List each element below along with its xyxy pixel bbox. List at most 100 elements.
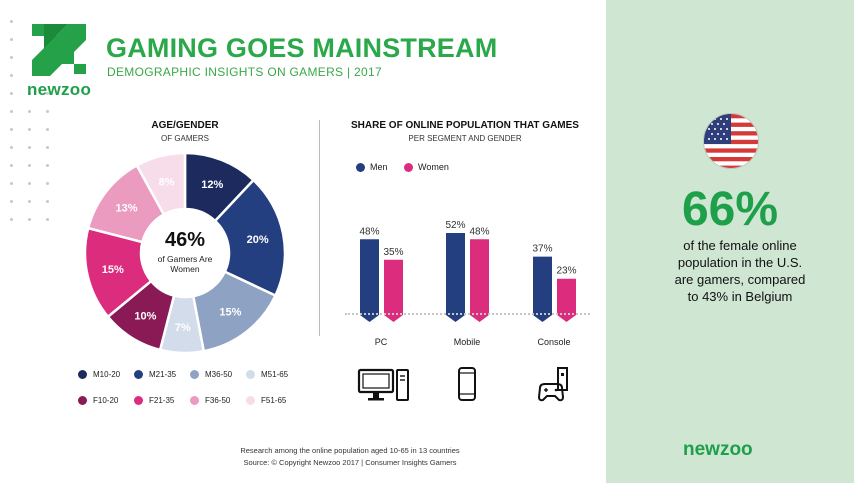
bar-value-label: 48% — [359, 226, 379, 237]
pie-slice-m21-35 — [213, 178, 287, 298]
page-title: GAMING GOES MAINSTREAM — [106, 33, 498, 63]
section-divider — [319, 120, 320, 336]
donut-hole — [142, 210, 228, 296]
bar-subtitle: PER SEGMENT AND GENDER — [408, 134, 522, 143]
decorative-dot — [28, 146, 31, 149]
game-console-icon — [537, 367, 568, 402]
decorative-dot — [10, 92, 13, 95]
highlight-percentage: 66% — [681, 183, 779, 236]
legend-women-swatch — [404, 163, 413, 173]
decorative-dot — [28, 92, 31, 95]
legend-label: M10-20 — [93, 370, 121, 379]
legend-item-f51-65: F51-65 — [246, 396, 287, 406]
decorative-dot — [10, 38, 13, 41]
decorative-dot — [46, 110, 49, 113]
category-label-mobile: Mobile — [454, 337, 481, 347]
decorative-dot — [46, 128, 49, 131]
legend-swatch — [134, 370, 143, 380]
legend-label: M51-65 — [261, 370, 289, 379]
bar-pc-men — [360, 239, 379, 322]
decorative-dot — [10, 164, 13, 167]
decorative-dot — [46, 200, 49, 203]
legend-label: F21-35 — [149, 396, 175, 405]
legend-swatch — [78, 396, 87, 406]
legend-label: M21-35 — [149, 370, 177, 379]
bar-mobile-men — [446, 233, 465, 322]
newzoo-logo-icon — [32, 24, 86, 76]
decorative-dot — [10, 182, 13, 185]
legend-men-label: Men — [370, 162, 388, 172]
pie-slice-label: 12% — [201, 179, 223, 191]
bar-baseline — [345, 313, 590, 315]
smartphone-icon — [458, 367, 476, 401]
pie-slice-label: 15% — [219, 306, 241, 318]
legend-item-m21-35: M21-35 — [134, 370, 177, 380]
decorative-dot — [46, 92, 49, 95]
decorative-dot — [10, 74, 13, 77]
decorative-dot — [46, 218, 49, 221]
pie-slice-label: 10% — [134, 310, 156, 322]
donut-center-line1: of Gamers Are — [157, 254, 213, 264]
legend-men: Men — [356, 162, 388, 173]
desktop-computer-icon — [357, 368, 409, 401]
category-label-pc: PC — [375, 337, 388, 347]
donut-center-pct: 46% — [164, 229, 206, 251]
footer-logo-wordmark: newzoo — [683, 439, 753, 460]
legend-swatch — [190, 396, 199, 406]
bar-value-label: 52% — [445, 220, 465, 231]
legend-item-f10-20: F10-20 — [78, 396, 118, 406]
highlight-line-3: are gamers, compared — [674, 272, 806, 287]
bar-value-label: 48% — [469, 226, 489, 237]
us-flag-icon — [703, 113, 759, 169]
legend-item-f21-35: F21-35 — [134, 396, 175, 406]
legend-item-m10-20: M10-20 — [78, 370, 121, 380]
decorative-dot — [28, 200, 31, 203]
highlight-line-2: population in the U.S. — [677, 255, 803, 270]
pie-slice-label: 13% — [116, 203, 138, 215]
legend-item-m51-65: M51-65 — [246, 370, 289, 380]
decorative-dot — [28, 164, 31, 167]
bar-title: SHARE OF ONLINE POPULATION THAT GAMES — [351, 120, 579, 131]
pie-slice-label: 15% — [102, 264, 124, 276]
legend-swatch — [246, 396, 255, 406]
age-gender-donut-chart: 12% 20% 15% 7% 10% 15% 13% 8% — [83, 151, 287, 355]
decorative-dot — [28, 128, 31, 131]
bar-pc-women — [384, 259, 403, 322]
decorative-dot — [10, 146, 13, 149]
legend-women: Women — [404, 162, 449, 173]
legend-swatch — [78, 370, 87, 380]
decorative-dot — [28, 218, 31, 221]
pie-slice-label: 20% — [247, 234, 269, 246]
decorative-dot — [10, 128, 13, 131]
bar-console-men — [533, 256, 552, 322]
decorative-dot — [46, 164, 49, 167]
legend-swatch — [190, 370, 199, 380]
highlight-line-4: to 43% in Belgium — [687, 289, 793, 304]
bar-mobile-women — [470, 239, 489, 322]
logo-wordmark: newzoo — [27, 80, 92, 99]
highlight-panel — [606, 0, 854, 483]
bar-console-women — [557, 278, 576, 322]
legend-item-f36-50: F36-50 — [190, 396, 231, 406]
decorative-dot — [10, 20, 13, 23]
legend-label: F51-65 — [261, 396, 287, 405]
category-label-console: Console — [537, 337, 570, 347]
legend-women-label: Women — [418, 162, 449, 172]
decorative-dot — [46, 146, 49, 149]
pie-slice-f51-65 — [135, 151, 187, 217]
donut-center: 46% of Gamers Are Women — [138, 229, 232, 274]
decorative-dot — [10, 110, 13, 113]
bar-value-label: 35% — [383, 247, 403, 258]
legend-men-swatch — [356, 163, 365, 173]
share-bar-chart: 48% 35% PC 52% 48% Mobile 37% 23% Console — [359, 220, 576, 347]
donut-center-line2: Women — [170, 264, 200, 274]
highlight-text: of the female online population in the U… — [640, 237, 840, 305]
pie-slice-label: 7% — [175, 322, 191, 334]
legend-label: F36-50 — [205, 396, 231, 405]
pie-subtitle: OF GAMERS — [160, 134, 209, 143]
page-subtitle: DEMOGRAPHIC INSIGHTS ON GAMERS | 2017 — [107, 65, 382, 79]
pie-title: AGE/GENDER — [151, 120, 219, 131]
decorative-dot — [28, 110, 31, 113]
pie-slice-label: 8% — [159, 176, 175, 188]
legend-label: M36-50 — [205, 370, 233, 379]
